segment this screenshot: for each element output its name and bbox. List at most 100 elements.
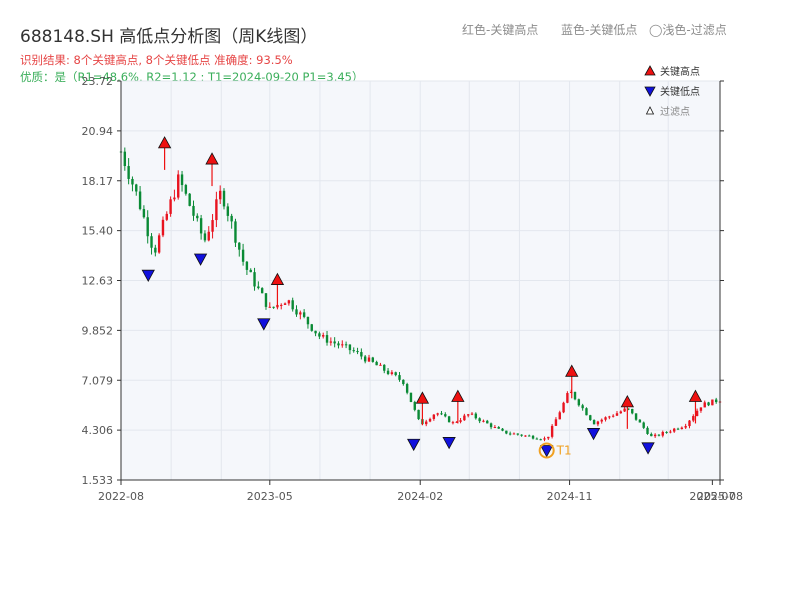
t1-circle [538,442,555,459]
candle-body [642,422,645,428]
candle-body [302,312,306,317]
candle-body [459,420,462,422]
candle-body [432,414,436,419]
candle-body [665,431,668,433]
candle-body [531,435,535,439]
chart-title: 688148.SH 高低点分析图（周K线图） [20,27,318,47]
candle-body [371,357,375,362]
candle-body [238,242,241,250]
candle-body [592,420,596,425]
y-tick-label: 23.72 [82,75,114,88]
candle-body [318,333,321,337]
candle-body [409,392,413,402]
candle-body [436,413,439,415]
candle-body [512,433,516,435]
candle-body [547,436,550,439]
x-tick-label: 2023-05 [247,490,293,503]
candle-body [398,375,401,380]
candle-body [692,416,695,421]
x-tick-label: 2025-07 [689,490,735,503]
candle-body [322,335,325,337]
candle-body [684,426,687,428]
candle-body [394,372,397,376]
candle-body [363,356,367,362]
candle-body [581,405,584,409]
y-tick-label: 1.533 [82,474,114,487]
candle-body [447,416,451,423]
legend-marker [645,106,655,115]
candle-body [543,438,546,440]
candle-body [222,190,226,207]
candle-body [619,411,623,414]
candle-body [688,420,691,427]
candle-body [287,300,291,304]
candle-body [611,415,615,417]
candle-body [260,288,264,294]
key-high-marker [270,272,285,285]
candle-body [638,419,642,423]
key-low-marker [540,445,554,458]
candle-body [566,393,569,403]
candle-body [272,306,275,308]
candle-body [711,399,714,406]
candle-body [623,408,626,412]
candle-body [558,412,561,420]
candle-body [192,205,195,216]
candle-body [379,364,382,366]
candle-body [657,434,661,436]
candle-body [314,330,317,334]
y-tick-label: 9.852 [82,324,114,337]
candle-body [325,335,329,343]
candle-body [486,420,489,424]
candle-body [585,408,588,416]
candle-body [554,419,558,426]
legend-label: 过滤点 [660,105,690,118]
candle-body [699,407,703,411]
candle-body [608,416,611,418]
candle-body [661,431,664,436]
candle-body [352,350,355,352]
candle-body [268,306,271,308]
candle-body [508,433,512,435]
candle-body [695,410,699,417]
key-high-marker [157,136,172,149]
candle-body [367,357,371,362]
t1-label: T1 [556,444,572,458]
candle-body [703,402,706,408]
candle-body [444,414,447,417]
candle-body [218,190,222,200]
candle-body [470,413,474,415]
candle-body [501,428,504,431]
candle-body [455,421,458,423]
candle-body [474,413,478,419]
candle-body [589,415,592,421]
candle-body [169,199,172,214]
candle-body [264,293,268,307]
candle-body [520,434,523,436]
candle-body [165,213,168,220]
candle-body [405,384,409,393]
candle-body [596,421,600,425]
candle-body [425,421,428,425]
x-tick-label: 2022-08 [98,490,144,503]
candle-body [604,417,607,420]
legend-label: 关键低点 [660,85,700,98]
key-high-marker [415,391,430,404]
candle-body [329,341,333,343]
candle-body [562,402,565,413]
candle-body [535,438,539,440]
candle-body [341,344,344,346]
legend-label: 关键高点 [660,65,700,78]
candle-body [413,401,416,410]
result-summary: 识别结果: 8个关键高点, 8个关键低点 准确度: 93.5% [20,53,293,67]
candles [119,146,722,442]
candle-body [631,408,634,414]
key-low-marker [442,437,456,450]
candle-body [428,418,432,422]
candle-body [516,433,519,435]
candle-body [180,174,184,186]
candle-body [283,303,287,305]
key-low-marker [141,269,155,283]
candle-body [173,197,176,200]
